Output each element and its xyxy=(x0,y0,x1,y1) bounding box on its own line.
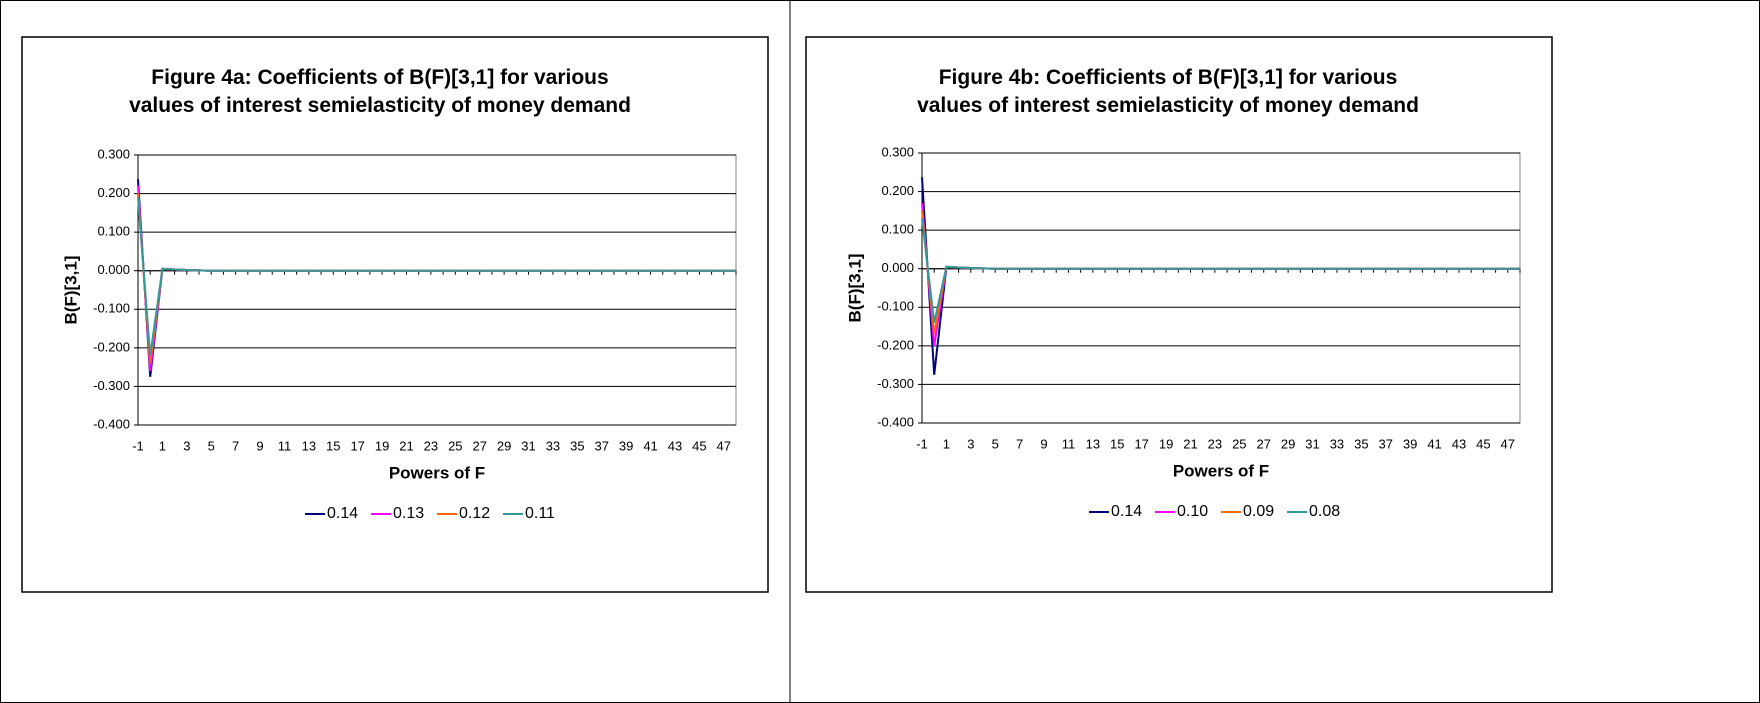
y-tick-label: -0.100 xyxy=(877,299,914,314)
y-tick-label: 0.000 xyxy=(881,260,914,275)
x-tick-label: 43 xyxy=(1452,436,1466,451)
legend-label: 0.09 xyxy=(1243,503,1274,520)
x-tick-label: 33 xyxy=(546,438,560,453)
x-tick-label: 13 xyxy=(1086,436,1100,451)
x-tick-label: -1 xyxy=(132,438,144,453)
title-line: values of interest semielasticity of mon… xyxy=(917,94,1419,117)
y-tick-label: 0.200 xyxy=(97,185,130,200)
x-tick-label: 17 xyxy=(1134,436,1148,451)
y-tick-label: 0.000 xyxy=(97,262,130,277)
x-tick-label: 5 xyxy=(208,438,215,453)
x-tick-label: 23 xyxy=(424,438,438,453)
x-tick-label: 41 xyxy=(1427,436,1441,451)
y-tick-label: 0.300 xyxy=(881,144,914,159)
x-tick-label: 47 xyxy=(1501,436,1515,451)
x-axis-label: Powers of F xyxy=(389,463,485,482)
y-tick-label: -0.300 xyxy=(93,378,130,393)
x-tick-label: 17 xyxy=(350,438,364,453)
legend-label: 0.13 xyxy=(393,505,424,522)
y-tick-label: -0.200 xyxy=(93,339,130,354)
x-tick-label: 15 xyxy=(1110,436,1124,451)
y-tick-label: -0.400 xyxy=(93,416,130,431)
x-tick-label: 3 xyxy=(183,438,190,453)
x-tick-label: 15 xyxy=(326,438,340,453)
x-tick-label: 21 xyxy=(1183,436,1197,451)
x-tick-label: 39 xyxy=(619,438,633,453)
x-tick-label: 1 xyxy=(943,436,950,451)
y-tick-label: 0.300 xyxy=(97,146,130,161)
chart-title: Figure 4a: Coefficients of B(F)[3,1] for… xyxy=(129,66,631,117)
y-axis-label: B(F)[3,1] xyxy=(61,256,80,325)
legend: 0.14 0.10 0.09 0.08 xyxy=(1089,503,1340,520)
x-tick-label: 7 xyxy=(1016,436,1023,451)
legend-label: 0.08 xyxy=(1309,503,1340,520)
y-tick-label: 0.200 xyxy=(881,183,914,198)
x-tick-label: 31 xyxy=(1305,436,1319,451)
title-line: Figure 4b: Coefficients of B(F)[3,1] for… xyxy=(939,66,1398,89)
x-tick-label: 39 xyxy=(1403,436,1417,451)
legend-label: 0.12 xyxy=(459,505,490,522)
x-tick-label: 47 xyxy=(717,438,731,453)
x-tick-label: 7 xyxy=(232,438,239,453)
x-axis-label: Powers of F xyxy=(1173,461,1269,480)
x-tick-label: 35 xyxy=(1354,436,1368,451)
series-line xyxy=(921,218,1520,323)
y-axis-label: B(F)[3,1] xyxy=(845,254,864,323)
x-tick-label: 31 xyxy=(521,438,535,453)
x-tick-label: 27 xyxy=(472,438,486,453)
title-line: values of interest semielasticity of mon… xyxy=(129,94,631,117)
x-tick-label: 25 xyxy=(1232,436,1246,451)
x-tick-label: 9 xyxy=(256,438,263,453)
x-tick-label: 29 xyxy=(497,438,511,453)
x-tick-label: 21 xyxy=(399,438,413,453)
title-line: Figure 4a: Coefficients of B(F)[3,1] for… xyxy=(151,66,608,89)
x-tick-label: 19 xyxy=(1159,436,1173,451)
chart-title: Figure 4b: Coefficients of B(F)[3,1] for… xyxy=(917,66,1419,117)
y-tick-label: 0.100 xyxy=(97,224,130,239)
legend-label: 0.10 xyxy=(1177,503,1208,520)
legend-label: 0.11 xyxy=(525,505,555,522)
x-tick-label: 41 xyxy=(643,438,657,453)
x-tick-label: 23 xyxy=(1208,436,1222,451)
legend-label: 0.14 xyxy=(327,505,358,522)
legend-label: 0.14 xyxy=(1111,503,1142,520)
x-tick-label: 37 xyxy=(595,438,609,453)
series-line xyxy=(137,197,736,356)
x-tick-label: 19 xyxy=(375,438,389,453)
x-tick-label: 9 xyxy=(1040,436,1047,451)
x-tick-label: 43 xyxy=(668,438,682,453)
y-tick-label: -0.200 xyxy=(877,337,914,352)
x-tick-label: 35 xyxy=(570,438,584,453)
x-tick-label: 25 xyxy=(448,438,462,453)
y-tick-label: -0.300 xyxy=(877,376,914,391)
x-tick-label: 11 xyxy=(278,438,292,453)
y-tick-label: 0.100 xyxy=(881,222,914,237)
y-tick-label: -0.400 xyxy=(877,414,914,429)
x-tick-label: 45 xyxy=(692,438,706,453)
x-tick-label: 29 xyxy=(1281,436,1295,451)
x-tick-label: -1 xyxy=(916,436,928,451)
x-tick-label: 5 xyxy=(992,436,999,451)
y-tick-label: -0.100 xyxy=(93,301,130,316)
legend: 0.14 0.13 0.12 0.11 xyxy=(305,505,555,522)
x-tick-label: 37 xyxy=(1379,436,1393,451)
x-tick-label: 3 xyxy=(967,436,974,451)
x-tick-label: 1 xyxy=(159,438,166,453)
x-tick-label: 45 xyxy=(1476,436,1490,451)
x-tick-label: 13 xyxy=(302,438,316,453)
x-tick-label: 33 xyxy=(1330,436,1344,451)
x-tick-label: 27 xyxy=(1256,436,1270,451)
x-tick-label: 11 xyxy=(1062,436,1076,451)
